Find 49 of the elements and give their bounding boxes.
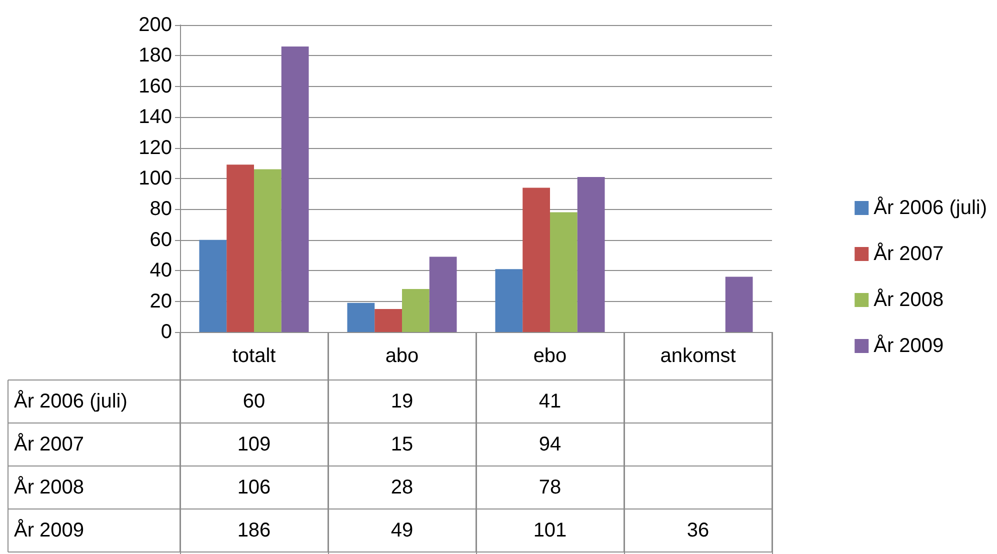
data-label: 60 [242,390,266,412]
y-tick-label: 60 [150,228,172,251]
y-tick-label: 160 [138,75,172,98]
bar [577,176,605,332]
data-label: 186 [237,520,271,542]
bar [347,302,375,332]
y-tick-label: 120 [138,136,172,159]
y-tick-label: 180 [138,44,172,67]
text: År 2009 [14,520,84,542]
bar [199,240,227,332]
y-tick-label: 80 [150,198,172,220]
data-label: 49 [390,520,414,542]
bar [522,188,550,332]
data-label: 106 [237,476,271,498]
data-label: 28 [390,476,414,498]
bar [495,269,523,332]
data-label: 109 [237,434,271,456]
bar [254,169,282,332]
legend-label: År 2007 [874,242,944,265]
text: År 2007 [14,434,84,456]
bar [402,289,430,332]
data-label: 78 [538,476,562,498]
data-label: 94 [538,434,562,456]
y-tick-label: 0 [160,321,172,343]
y-tick-label: 140 [138,106,172,128]
bar [725,276,753,332]
data-label: 19 [390,390,414,412]
legend-label: År 2008 [874,288,944,311]
bar [550,212,578,332]
x-tick-label: ankomst [660,345,736,367]
x-tick-label: abo [385,345,419,367]
y-tick-label: 200 [138,14,172,36]
bar [429,256,457,332]
data-label: 41 [538,390,562,412]
text: År 2008 [14,476,84,498]
legend-label: År 2009 [874,334,944,357]
text: År 2006 (juli) [14,390,128,412]
y-tick-label: 100 [138,168,172,190]
data-label: 101 [533,520,567,542]
bar [226,164,254,332]
bar [374,308,402,332]
data-label: 15 [390,434,414,456]
y-tick-label: 20 [150,290,172,312]
y-tick-label: 40 [150,260,172,282]
x-tick-label: totalt [232,345,276,367]
legend-label: År 2006 (juli) [874,196,988,219]
data-label: 36 [686,520,710,542]
bar [281,46,309,332]
x-tick-label: ebo [533,345,567,367]
